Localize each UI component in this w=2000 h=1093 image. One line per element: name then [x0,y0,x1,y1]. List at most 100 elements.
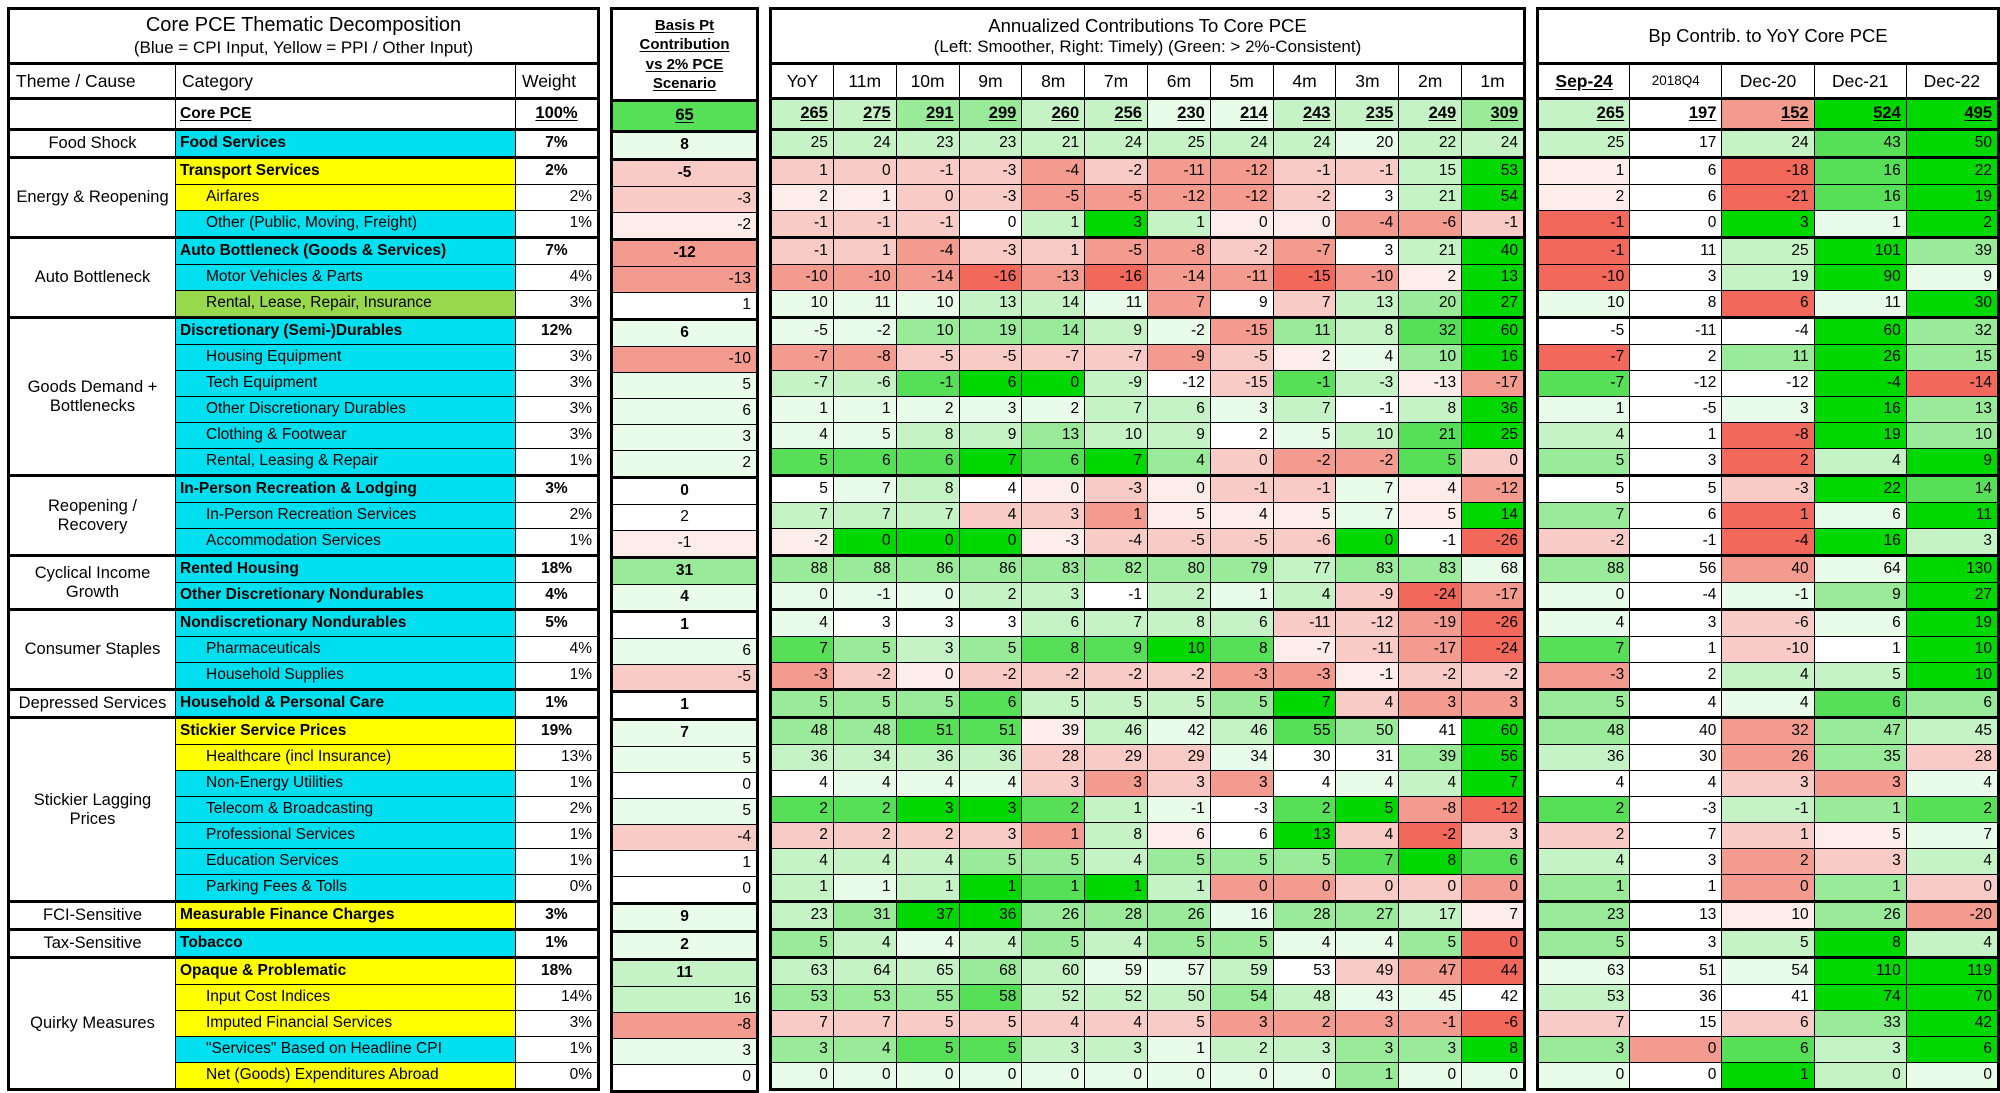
data-cell: -3 [770,662,834,690]
table-row: 3 [611,424,759,451]
category-cell: Household & Personal Care [175,688,516,718]
data-cell: 23 [895,128,960,158]
data-cell: 5 [1209,928,1274,958]
data-cell: 10 [1721,900,1815,930]
table-row: Airfares 2% [9,184,600,211]
data-cell: 3 [895,636,960,663]
data-cell: 1 [1721,1062,1815,1090]
data-cell: 5 [1537,928,1631,958]
table-row: -5 [611,664,759,692]
data-cell: 11 [1813,290,1907,318]
weight-cell: 7% [514,236,600,265]
data-cell: -12 [1146,370,1211,397]
table-row: 53 53 55 58 52 52 50 54 48 43 45 42 [770,984,1526,1011]
annualized-contrib-table: Annualized Contributions To Core PCE (Le… [769,7,1527,1091]
scenario-cell: 5 [611,746,759,773]
table-row: Pharmaceuticals 4% [9,636,600,663]
data-cell: 1 [770,396,834,423]
table-row: Non-Energy Utilities 1% [9,770,600,797]
data-cell: 3 [1721,396,1815,423]
data-cell: 2 [895,822,960,849]
yoy-contrib-table: Bp Contrib. to YoY Core PCE Sep-24 2018Q4… [1536,7,2000,1091]
table-row: 1 1 2 3 2 7 6 3 7 -1 8 36 [770,396,1526,423]
data-cell: -7 [1537,344,1631,371]
core-data-cell: 265 [770,98,834,131]
core-data-value: 299 [988,104,1017,123]
data-cell: -7 [1272,236,1337,265]
table-row: 31 [611,556,759,585]
table-row: -2 [611,212,759,240]
table-row: 1 6 -18 16 22 [1537,156,2000,185]
data-cell: 6 [895,448,960,476]
theme-cell: Food Shock [8,128,176,158]
data-cell: -16 [958,264,1023,291]
scenario-cell: 2 [611,504,759,531]
data-cell: 3 [1629,928,1723,958]
data-cell: 53 [1537,984,1631,1011]
table-row: 1 -5 3 16 13 [1537,396,2000,423]
category-cell: Accommodation Services [175,528,516,556]
data-cell: 74 [1813,984,1907,1011]
data-cell: 7 [1537,1010,1631,1037]
weight-cell: 14% [514,984,600,1011]
data-cell: 40 [1461,236,1526,265]
data-cell: 4 [1335,822,1400,849]
table-row: 9 [611,902,759,932]
data-cell: -1 [1629,528,1723,556]
data-cell: -10 [770,264,834,291]
data-cell: 64 [832,956,897,985]
data-cell: -1 [1335,156,1400,185]
data-cell: 2 [1537,822,1631,849]
data-cell: 60 [1461,316,1526,345]
data-cell: 4 [1084,928,1148,958]
table-row: 1 [611,850,759,877]
table-row: Tax-Sensitive Tobacco 1% [8,928,600,958]
weight-cell: 2% [514,502,600,529]
data-cell: -26 [1461,528,1526,556]
scenario-cell: 2 [611,930,759,960]
data-cell: 1 [1209,582,1274,610]
data-cell: -4 [1335,210,1400,238]
weight-cell: 1% [514,210,600,238]
category-cell: Housing Equipment [175,344,516,371]
table-row: 7 7 5 5 4 4 5 3 2 3 -1 -6 [770,1010,1526,1037]
data-cell: 46 [1209,716,1274,745]
data-cell: 5 [1398,448,1463,476]
data-cell: -3 [1537,662,1631,690]
data-cell: 31 [832,900,897,930]
core-data-value: 495 [1964,104,1993,123]
table-row: 23 31 37 36 26 28 26 16 28 27 17 7 [770,900,1526,930]
scenario-cell: -13 [611,266,759,293]
data-cell: 8 [1629,290,1723,318]
data-cell: 6 [1813,688,1907,718]
data-cell: 57 [1146,956,1211,985]
data-cell: 5 [1021,928,1086,958]
core-data-cell: 230 [1146,98,1211,131]
data-cell: 6 [1021,448,1086,476]
data-cell: 36 [1537,744,1631,771]
data-cell: 5 [832,636,897,663]
weight-cell: 0% [514,1062,600,1090]
data-cell: 88 [832,554,897,583]
data-cell: 53 [770,984,834,1011]
data-cell: 7 [1537,636,1631,663]
core-data-cell: 495 [1905,98,2000,131]
table-row: 7 1 -10 1 10 [1537,636,2000,663]
core-theme-blank [8,98,176,131]
mid-col-header: 11m [832,63,897,100]
data-cell: -4 [1721,316,1815,345]
data-cell: 8 [1209,636,1274,663]
data-cell: -14 [1146,264,1211,291]
weight-cell: 1% [514,688,600,718]
data-cell: -2 [832,662,897,690]
data-cell: -7 [1272,636,1337,663]
category-cell: Other (Public, Moving, Freight) [175,210,516,238]
data-cell: 3 [1021,582,1086,610]
data-cell: 32 [1398,316,1463,345]
data-cell: 19 [958,316,1023,345]
data-cell: 0 [1272,874,1337,902]
data-cell: 1 [1021,210,1086,238]
data-cell: 33 [1813,1010,1907,1037]
left-table-title-cell: Core PCE Thematic Decomposition (Blue = … [7,8,600,65]
data-cell: 0 [1721,874,1815,902]
